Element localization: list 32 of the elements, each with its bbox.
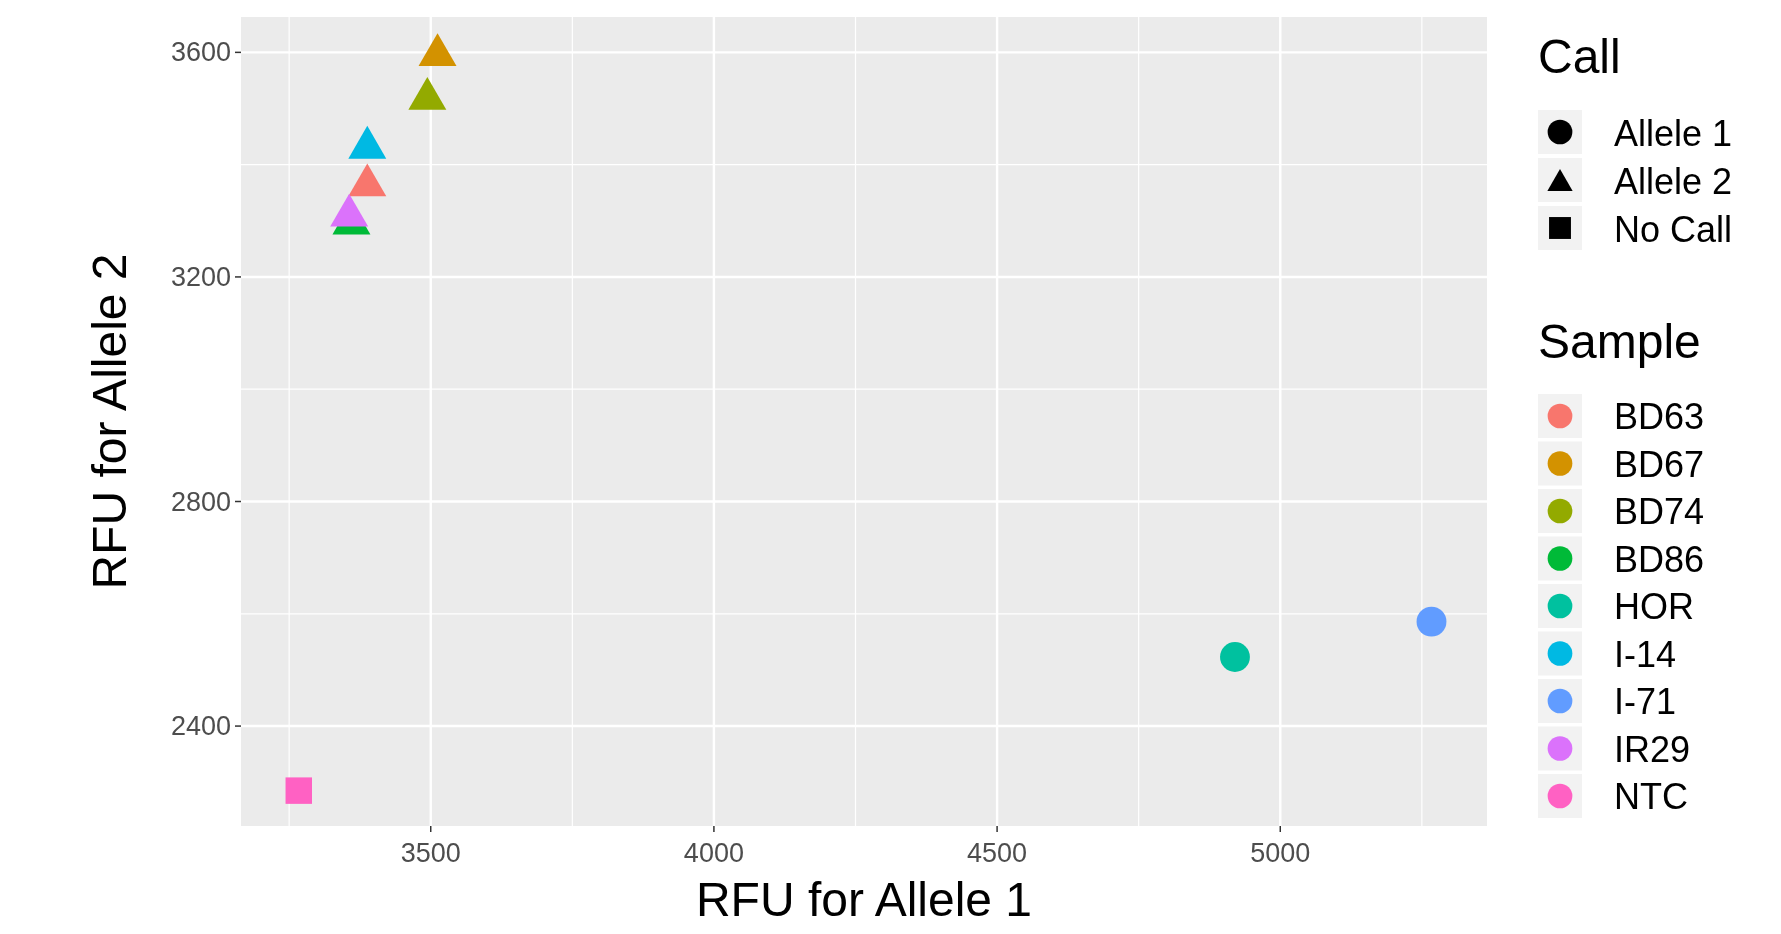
legend-label: HOR — [1614, 586, 1694, 627]
y-tick-label: 3200 — [170, 261, 231, 292]
y-tick-label: 2800 — [170, 486, 231, 517]
point — [1220, 642, 1250, 672]
legend-label: BD63 — [1614, 396, 1705, 437]
legend-label: BD86 — [1614, 538, 1705, 580]
y-tick-label: 2400 — [170, 711, 231, 742]
y-tick-label: 3600 — [170, 37, 231, 68]
x-tick-label: 5000 — [1250, 838, 1311, 868]
legend-label: BD67 — [1614, 443, 1705, 485]
point — [348, 125, 387, 159]
x-tick-label: 3500 — [400, 838, 461, 868]
point — [348, 163, 387, 197]
legend-label: BD74 — [1614, 491, 1705, 532]
text: Allele 1 — [1614, 113, 1733, 154]
point — [330, 193, 369, 227]
text: Allele 2 — [1614, 161, 1733, 202]
point — [408, 76, 447, 110]
point — [1416, 606, 1447, 637]
point — [285, 777, 312, 804]
legend-label: NTC — [1614, 776, 1688, 817]
text: Call — [1538, 30, 1621, 83]
legend-label: IR29 — [1614, 728, 1691, 770]
point — [418, 33, 457, 66]
y-axis-title: RFU for Allele 2 — [83, 253, 136, 590]
legend-label: I-14 — [1614, 633, 1677, 675]
legend-label: I-71 — [1614, 681, 1677, 722]
x-tick-label: 4500 — [967, 838, 1028, 868]
legend-title: Sample — [1538, 315, 1701, 368]
text: No Call — [1614, 209, 1733, 250]
x-axis-title: RFU for Allele 1 — [695, 873, 1033, 926]
x-tick-label: 4000 — [683, 838, 744, 868]
